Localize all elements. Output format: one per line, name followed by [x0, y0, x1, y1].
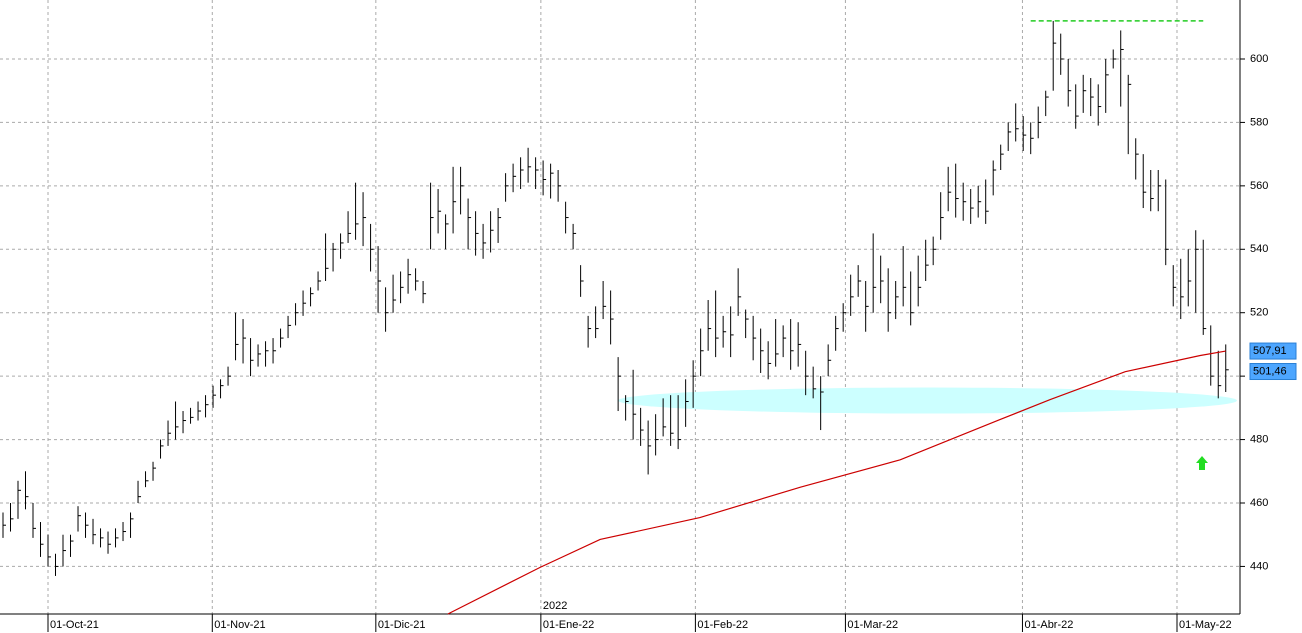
price-label: 501,46 [1253, 365, 1287, 377]
y-tick-label: 440 [1250, 560, 1268, 572]
y-tick-label: 520 [1250, 307, 1268, 319]
y-tick-label: 460 [1250, 497, 1268, 509]
year-label: 2022 [543, 600, 567, 612]
y-tick-label: 540 [1250, 243, 1268, 255]
x-tick-label: 01-Oct-21 [50, 619, 99, 631]
y-tick-label: 600 [1250, 53, 1268, 65]
moving-average [447, 350, 1226, 615]
y-tick-label: 480 [1250, 433, 1268, 445]
x-tick-label: 01-Mar-22 [847, 619, 898, 631]
x-tick-label: 01-Ene-22 [543, 619, 594, 631]
x-tick-label: 01-Nov-21 [214, 619, 265, 631]
price-label-box [1249, 363, 1297, 381]
price-label-box [1249, 342, 1297, 360]
x-tick-label: 01-Dic-21 [378, 619, 426, 631]
price-label: 507,91 [1253, 345, 1287, 357]
x-tick-label: 01-Feb-22 [697, 619, 748, 631]
y-tick-label: 580 [1250, 116, 1268, 128]
up-arrow [1196, 456, 1208, 470]
x-tick-label: 01-May-22 [1179, 619, 1232, 631]
x-tick-label: 01-Abr-22 [1024, 619, 1073, 631]
y-tick-label: 560 [1250, 180, 1268, 192]
support-zone [618, 387, 1237, 414]
